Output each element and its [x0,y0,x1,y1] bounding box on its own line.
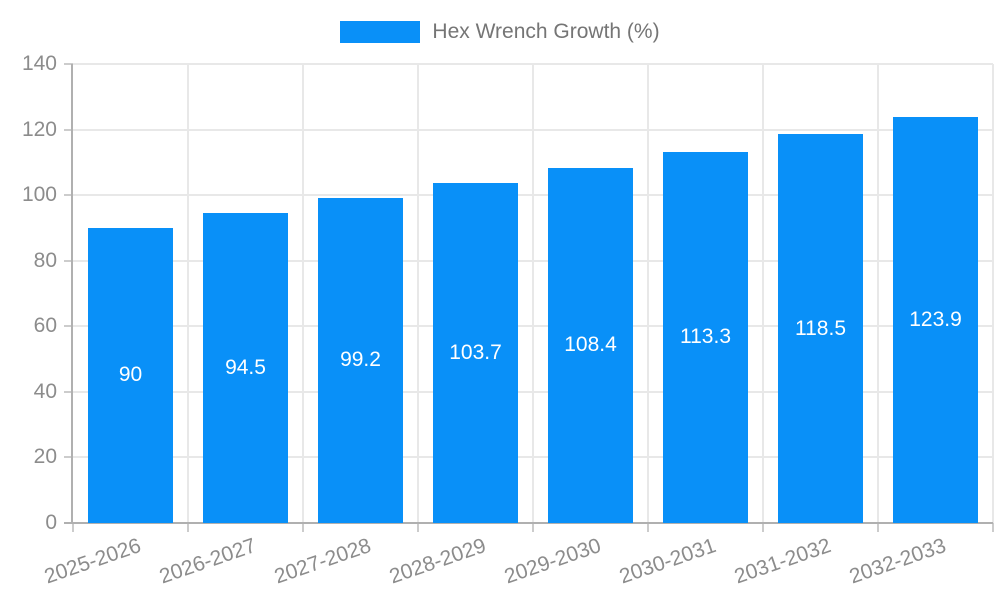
x-tick-label: 2031-2032 [731,534,834,589]
bar-value-label: 103.7 [449,340,502,364]
bar[interactable]: 90 [88,227,173,523]
x-tick-label: 2030-2031 [616,534,719,589]
y-axis-tick [64,325,73,328]
v-gridline [647,64,649,523]
bar-value-label: 99.2 [340,348,381,372]
y-tick-label: 100 [21,183,57,207]
bar[interactable]: 113.3 [663,151,748,523]
legend-swatch[interactable] [340,21,421,43]
y-axis-tick [64,259,73,262]
y-axis-line [71,64,73,523]
bar-value-label: 108.4 [564,333,617,357]
bar[interactable]: 108.4 [548,167,633,523]
bar[interactable]: 123.9 [893,116,978,523]
bar-value-label: 90 [118,363,143,387]
x-axis-tick [647,523,649,532]
y-tick-label: 40 [33,379,57,403]
y-tick-label: 0 [45,511,57,534]
x-axis-tick [992,523,994,532]
y-tick-label: 20 [33,445,57,469]
v-gridline [762,64,764,523]
x-tick-label: 2032-2033 [846,534,949,589]
bar[interactable]: 103.7 [433,183,518,523]
x-axis-tick [877,523,879,532]
x-axis-tick [72,523,74,532]
y-tick-label: 140 [21,52,57,75]
v-gridline [877,64,879,523]
y-axis-tick [64,456,73,459]
x-tick-label: 2029-2030 [501,534,604,589]
v-gridline [302,64,304,523]
v-gridline [187,64,189,523]
x-tick-label: 2028-2029 [386,534,489,589]
x-axis-tick [762,523,764,532]
bar[interactable]: 94.5 [203,213,288,523]
bar[interactable]: 99.2 [318,197,403,523]
bar-value-label: 118.5 [795,316,846,340]
v-gridline [532,64,534,523]
y-tick-label: 60 [33,314,57,338]
v-gridline [992,64,994,523]
x-axis-tick [302,523,304,532]
x-axis-tick [532,523,534,532]
x-axis-tick [187,523,189,532]
bar-value-label: 123.9 [909,307,962,331]
legend[interactable]: Hex Wrench Growth (%) [0,21,1000,43]
y-axis-tick [64,194,73,197]
x-tick-label: 2025-2026 [41,534,144,589]
y-axis-tick [64,390,73,393]
x-tick-label: 2027-2028 [271,534,374,589]
x-axis-tick [417,523,419,532]
x-axis-line [64,522,993,524]
bar-value-label: 113.3 [680,325,731,349]
x-tick-label: 2026-2027 [156,534,259,589]
y-axis-tick [64,128,73,131]
y-axis-tick [64,63,73,65]
legend-label[interactable]: Hex Wrench Growth (%) [432,20,660,43]
y-tick-label: 80 [33,248,57,272]
v-gridline [417,64,419,523]
bar[interactable]: 118.5 [778,134,863,523]
y-tick-label: 120 [21,117,57,141]
bar-value-label: 94.5 [225,356,266,380]
